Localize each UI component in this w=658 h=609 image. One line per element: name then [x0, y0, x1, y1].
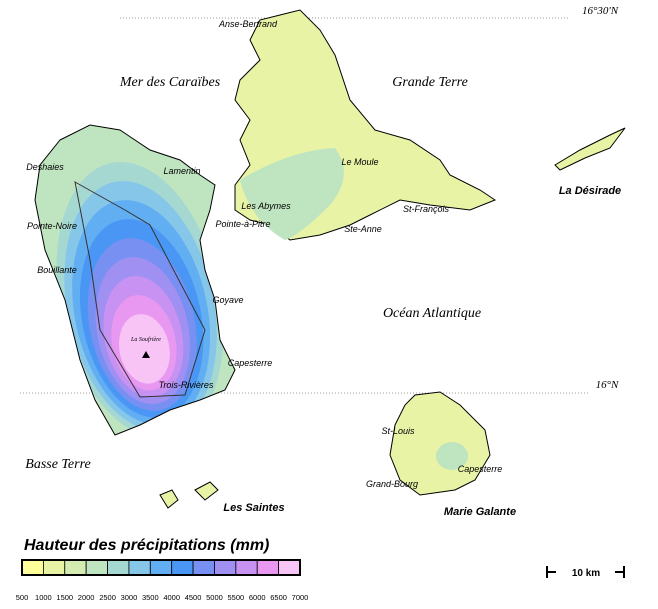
island-label: Les Saintes — [223, 502, 284, 514]
island-label: Basse Terre — [25, 457, 90, 472]
place: Pointe-Noire — [27, 221, 77, 231]
legend-label: 2500 — [99, 593, 116, 602]
place: La Soufrière — [130, 336, 161, 343]
marie-galante — [389, 391, 491, 496]
island-label: La Désirade — [559, 185, 621, 197]
legend-label: 5500 — [228, 593, 245, 602]
place: Ste-Anne — [344, 224, 382, 234]
legend-label: 500 — [16, 593, 29, 602]
legend-label: 4500 — [185, 593, 202, 602]
legend-label: 5000 — [206, 593, 223, 602]
place: Pointe-à-Pitre — [215, 219, 270, 229]
legend-swatch — [42, 559, 66, 576]
place: Capesterre — [228, 358, 273, 368]
desirade — [554, 127, 626, 171]
island-label: Grande Terre — [392, 75, 468, 90]
legend-title: Hauteur des précipitations (mm) — [24, 537, 269, 554]
latitude: 16°30'N — [582, 5, 619, 17]
legend-swatch — [85, 559, 108, 576]
legend-swatch — [256, 559, 280, 576]
legend-label: 6000 — [249, 593, 266, 602]
park-boundary — [74, 181, 206, 398]
legend-frame — [21, 559, 301, 576]
place: Capesterre — [458, 464, 503, 474]
place: Les Abymes — [241, 201, 291, 211]
legend-label: 2000 — [78, 593, 95, 602]
place: Trois-Rivières — [159, 380, 214, 390]
place: Le Moule — [341, 157, 378, 167]
legend-label: 7000 — [292, 593, 309, 602]
rain-contours — [56, 162, 224, 435]
legend-label: 6500 — [270, 593, 287, 602]
latitude: 16°N — [596, 379, 619, 391]
place: Goyave — [212, 295, 243, 305]
sea-label: Mer des Caraïbes — [119, 75, 221, 90]
legend-label: 3500 — [142, 593, 159, 602]
legend-swatch — [171, 559, 194, 576]
legend-label: 1500 — [56, 593, 73, 602]
legend-swatch — [235, 559, 258, 576]
place: Bouillante — [37, 265, 77, 275]
place: St-François — [403, 204, 450, 214]
legend-swatch — [64, 559, 87, 576]
legend-swatch — [149, 559, 173, 576]
place: Grand-Bourg — [366, 479, 418, 489]
rain-zone — [240, 148, 344, 240]
legend-label: 3000 — [121, 593, 138, 602]
legend-label: 1000 — [35, 593, 52, 602]
summit — [142, 351, 150, 358]
rain-contour — [119, 314, 170, 384]
sea-label: Océan Atlantique — [383, 306, 481, 321]
island-label: Marie Galante — [444, 506, 516, 518]
legend-swatch — [128, 559, 151, 576]
basse-terre-outline — [34, 124, 236, 436]
place: Deshaies — [26, 162, 64, 172]
legend-swatch — [192, 559, 215, 576]
legend-swatch — [278, 559, 301, 576]
rain-zone — [436, 442, 468, 470]
legend-swatch — [107, 559, 130, 576]
place: Anse-Bertrand — [218, 19, 278, 29]
legend-label: 4000 — [163, 593, 180, 602]
place: Lamentin — [163, 166, 200, 176]
scale-label: 10 km — [572, 568, 600, 579]
legend-swatch — [21, 559, 44, 576]
les-saintes — [159, 481, 219, 509]
place: St-Louis — [381, 426, 415, 436]
legend-swatch — [214, 559, 237, 576]
scale-bar — [546, 566, 625, 578]
legend: 500 1000 1500 2000 2500 3000 3500 4000 4500 5000 5… — [16, 559, 309, 602]
